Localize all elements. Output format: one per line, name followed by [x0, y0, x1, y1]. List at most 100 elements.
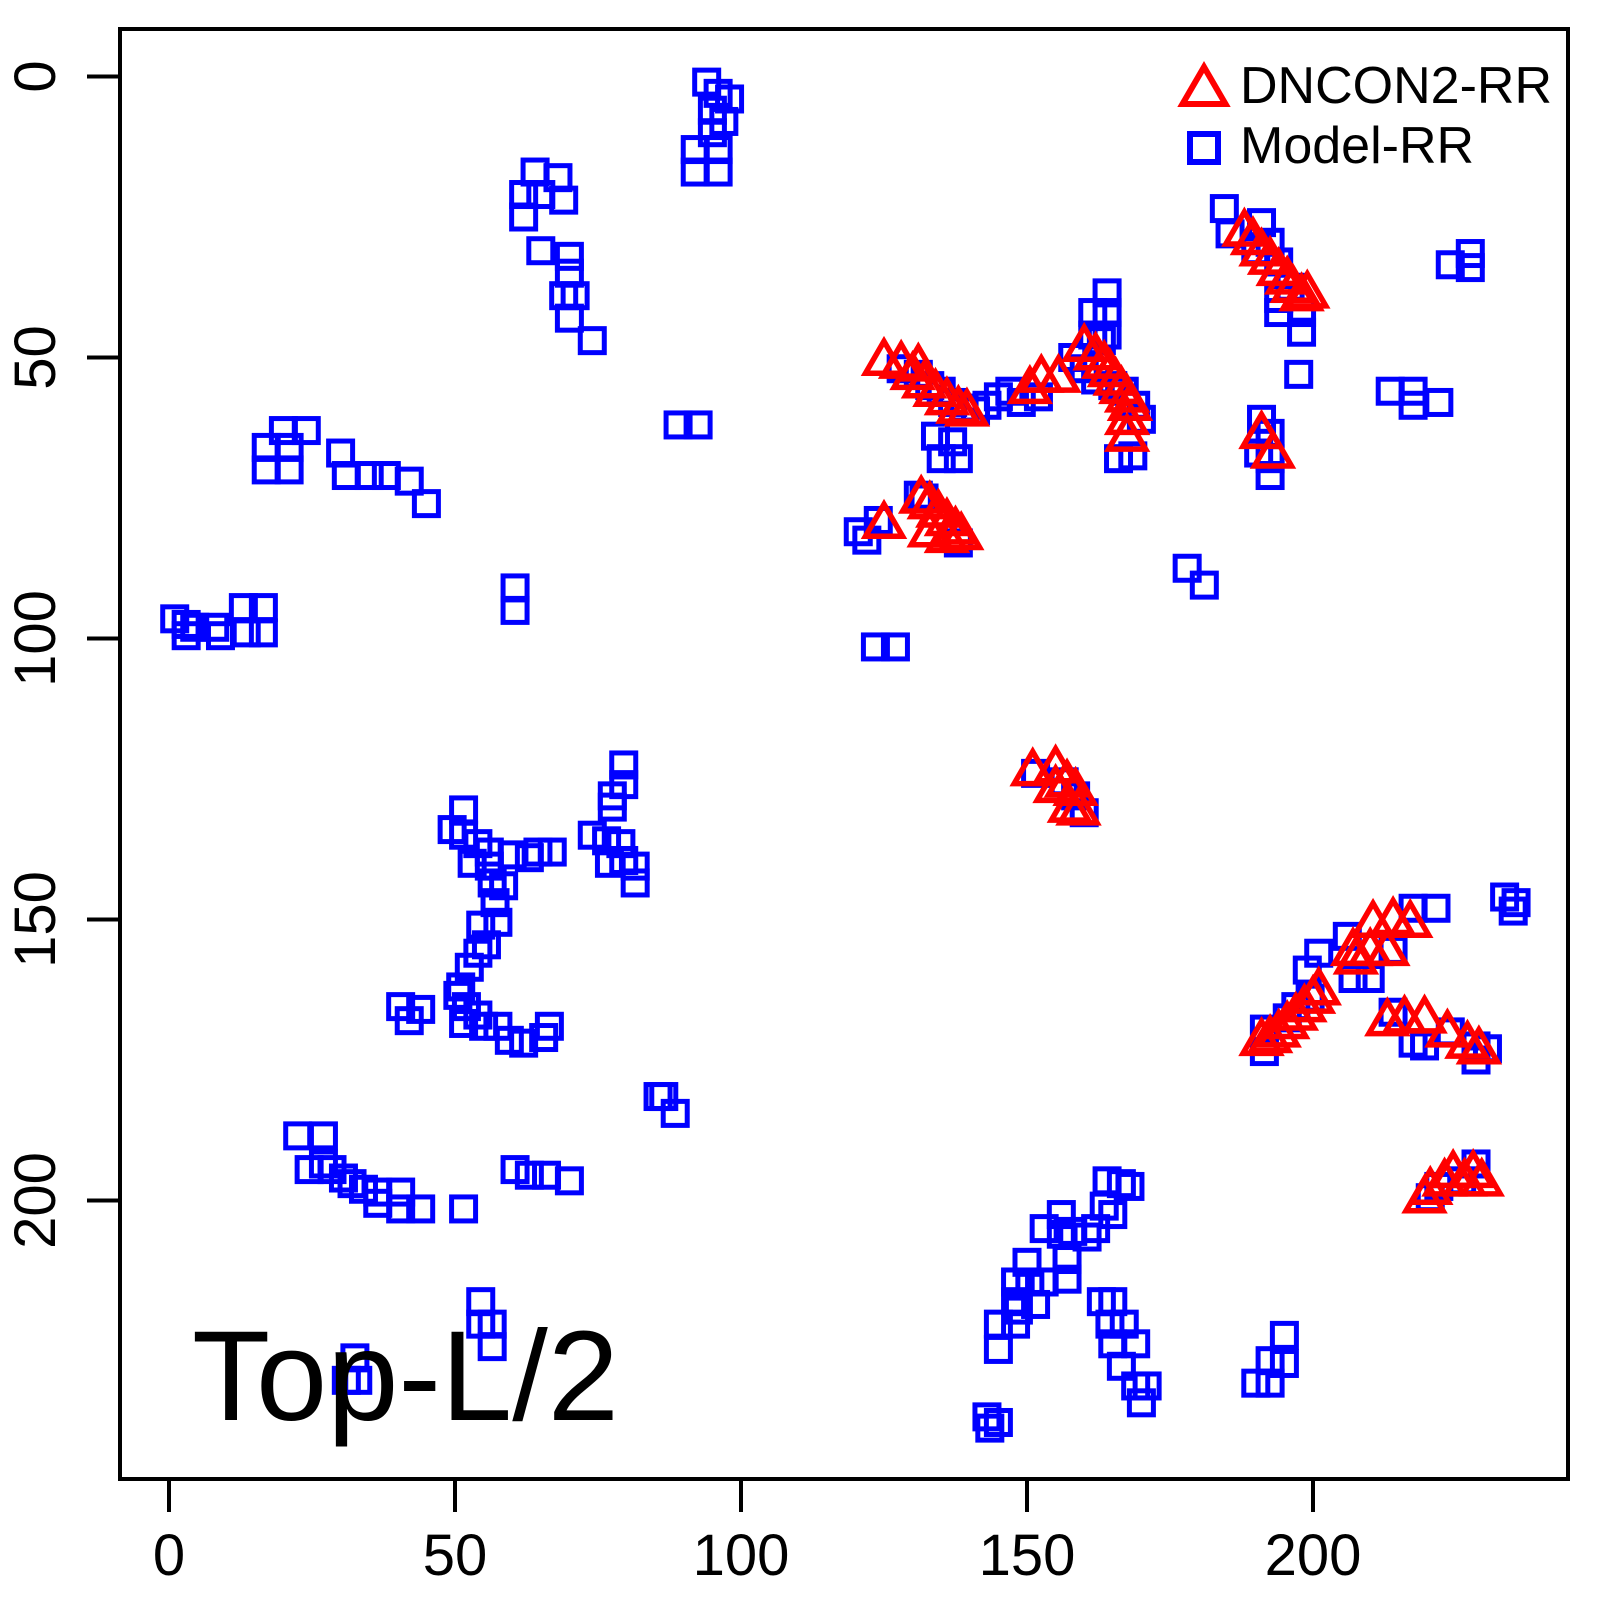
- model-rr-points: [160, 67, 1531, 1443]
- model-rr-marker: [597, 792, 627, 822]
- dncon2-rr-marker: [1272, 990, 1320, 1031]
- model-rr-marker: [457, 848, 487, 878]
- model-rr-marker: [926, 444, 956, 474]
- dncon2-rr-marker: [1246, 1013, 1294, 1054]
- dncon2-rr-marker: [943, 386, 991, 427]
- model-rr-marker: [1118, 441, 1148, 471]
- model-rr-marker: [683, 410, 713, 440]
- model-rr-marker: [620, 851, 650, 881]
- dncon2-rr-marker: [1401, 993, 1448, 1034]
- model-rr-marker: [449, 1194, 479, 1224]
- dncon2-rr-marker: [1444, 1018, 1491, 1059]
- model-rr-marker: [386, 1177, 416, 1207]
- model-rr-marker: [308, 1121, 338, 1151]
- y-axis: 0 50 100 150 200: [3, 60, 118, 1249]
- y-tick-label: 50: [3, 325, 68, 390]
- model-rr-marker: [1106, 1169, 1136, 1199]
- dncon2-rr-marker: [1103, 411, 1151, 452]
- dncon2-rr-marker: [1238, 408, 1285, 450]
- model-rr-marker: [477, 1332, 507, 1362]
- model-rr-marker: [343, 1365, 373, 1395]
- dncon2-rr-marker: [1289, 973, 1337, 1014]
- dncon2-rr-marker: [1449, 1147, 1497, 1189]
- model-rr-marker: [386, 1194, 416, 1224]
- model-rr-marker: [554, 303, 584, 333]
- model-rr-marker: [489, 871, 519, 901]
- model-rr-marker: [446, 972, 476, 1002]
- model-rr-marker: [1029, 1214, 1059, 1244]
- legend-label-model: Model-RR: [1240, 117, 1474, 175]
- model-rr-marker: [660, 1098, 690, 1128]
- model-rr-marker: [1126, 1388, 1156, 1418]
- dncon2-rr-points: [860, 206, 1506, 1214]
- model-rr-marker: [1338, 964, 1368, 994]
- model-rr-marker: [703, 157, 733, 187]
- legend-triangle-icon: [1177, 61, 1231, 107]
- model-rr-marker: [534, 1011, 564, 1041]
- model-rr-marker: [1172, 553, 1202, 583]
- model-rr-marker: [1269, 1320, 1299, 1350]
- dncon2-rr-marker: [1281, 982, 1328, 1023]
- dncon2-rr-marker: [1458, 1156, 1506, 1197]
- dncon2-rr-marker: [1072, 330, 1119, 371]
- x-axis: 0 50 100 150 200: [153, 1481, 1361, 1588]
- dncon2-rr-marker: [1249, 428, 1297, 469]
- dncon2-rr-marker: [1046, 782, 1094, 823]
- dncon2-rr-marker: [1386, 897, 1434, 939]
- model-rr-marker: [1501, 888, 1531, 918]
- dncon2-rr-marker: [897, 473, 945, 514]
- model-rr-marker: [411, 489, 441, 519]
- model-rr-marker: [1115, 1171, 1145, 1201]
- model-rr-marker: [943, 444, 973, 474]
- dncon2-rr-marker: [860, 498, 908, 540]
- model-rr-marker: [880, 632, 910, 662]
- model-rr-marker: [1209, 194, 1239, 224]
- dncon2-rr-marker: [1255, 1007, 1302, 1048]
- model-rr-marker: [1001, 1309, 1031, 1339]
- dncon2-rr-marker: [1055, 785, 1102, 826]
- model-rr-marker: [354, 461, 384, 491]
- model-rr-marker: [291, 416, 321, 446]
- model-rr-marker: [554, 1166, 584, 1196]
- model-rr-marker: [860, 632, 890, 662]
- model-rr-marker: [620, 868, 650, 898]
- dncon2-rr-marker: [1255, 245, 1302, 287]
- dncon2-rr-marker: [1278, 271, 1325, 312]
- model-rr-marker: [609, 750, 639, 780]
- model-rr-marker: [1255, 1368, 1285, 1398]
- dncon2-rr-marker: [1424, 1007, 1471, 1048]
- model-rr-marker: [549, 185, 579, 215]
- model-rr-marker: [171, 621, 201, 651]
- dncon2-rr-marker: [935, 383, 982, 424]
- model-rr-marker: [1021, 1289, 1051, 1319]
- model-rr-marker: [248, 618, 278, 648]
- model-rr-marker: [983, 1334, 1013, 1364]
- dncon2-rr-marker: [1238, 1015, 1285, 1057]
- y-tick-label: 100: [3, 590, 68, 687]
- model-rr-marker: [500, 595, 530, 625]
- x-tick-label: 0: [153, 1523, 185, 1588]
- dncon2-rr-marker: [1103, 394, 1151, 436]
- dncon2-rr-marker: [906, 507, 954, 548]
- x-tick-label: 50: [423, 1523, 488, 1588]
- model-rr-marker: [274, 455, 304, 485]
- legend-square-icon: [1187, 131, 1221, 165]
- model-rr-marker: [1287, 317, 1317, 347]
- plot-title: Top-L/2: [192, 1305, 619, 1448]
- y-tick-label: 150: [3, 871, 68, 968]
- model-rr-marker: [983, 1407, 1013, 1437]
- model-rr-marker: [509, 202, 539, 232]
- model-rr-marker: [231, 618, 261, 648]
- model-rr-marker: [1498, 896, 1528, 926]
- model-rr-marker: [509, 1028, 539, 1058]
- dncon2-rr-marker: [923, 495, 971, 537]
- model-rr-marker: [1284, 359, 1314, 389]
- model-rr-marker: [471, 930, 501, 960]
- model-rr-marker: [406, 1194, 436, 1224]
- model-rr-marker: [394, 466, 424, 496]
- legend-label-dncon2: DNCON2-RR: [1240, 57, 1552, 115]
- dncon2-rr-marker: [1238, 226, 1285, 267]
- model-rr-marker: [554, 241, 584, 271]
